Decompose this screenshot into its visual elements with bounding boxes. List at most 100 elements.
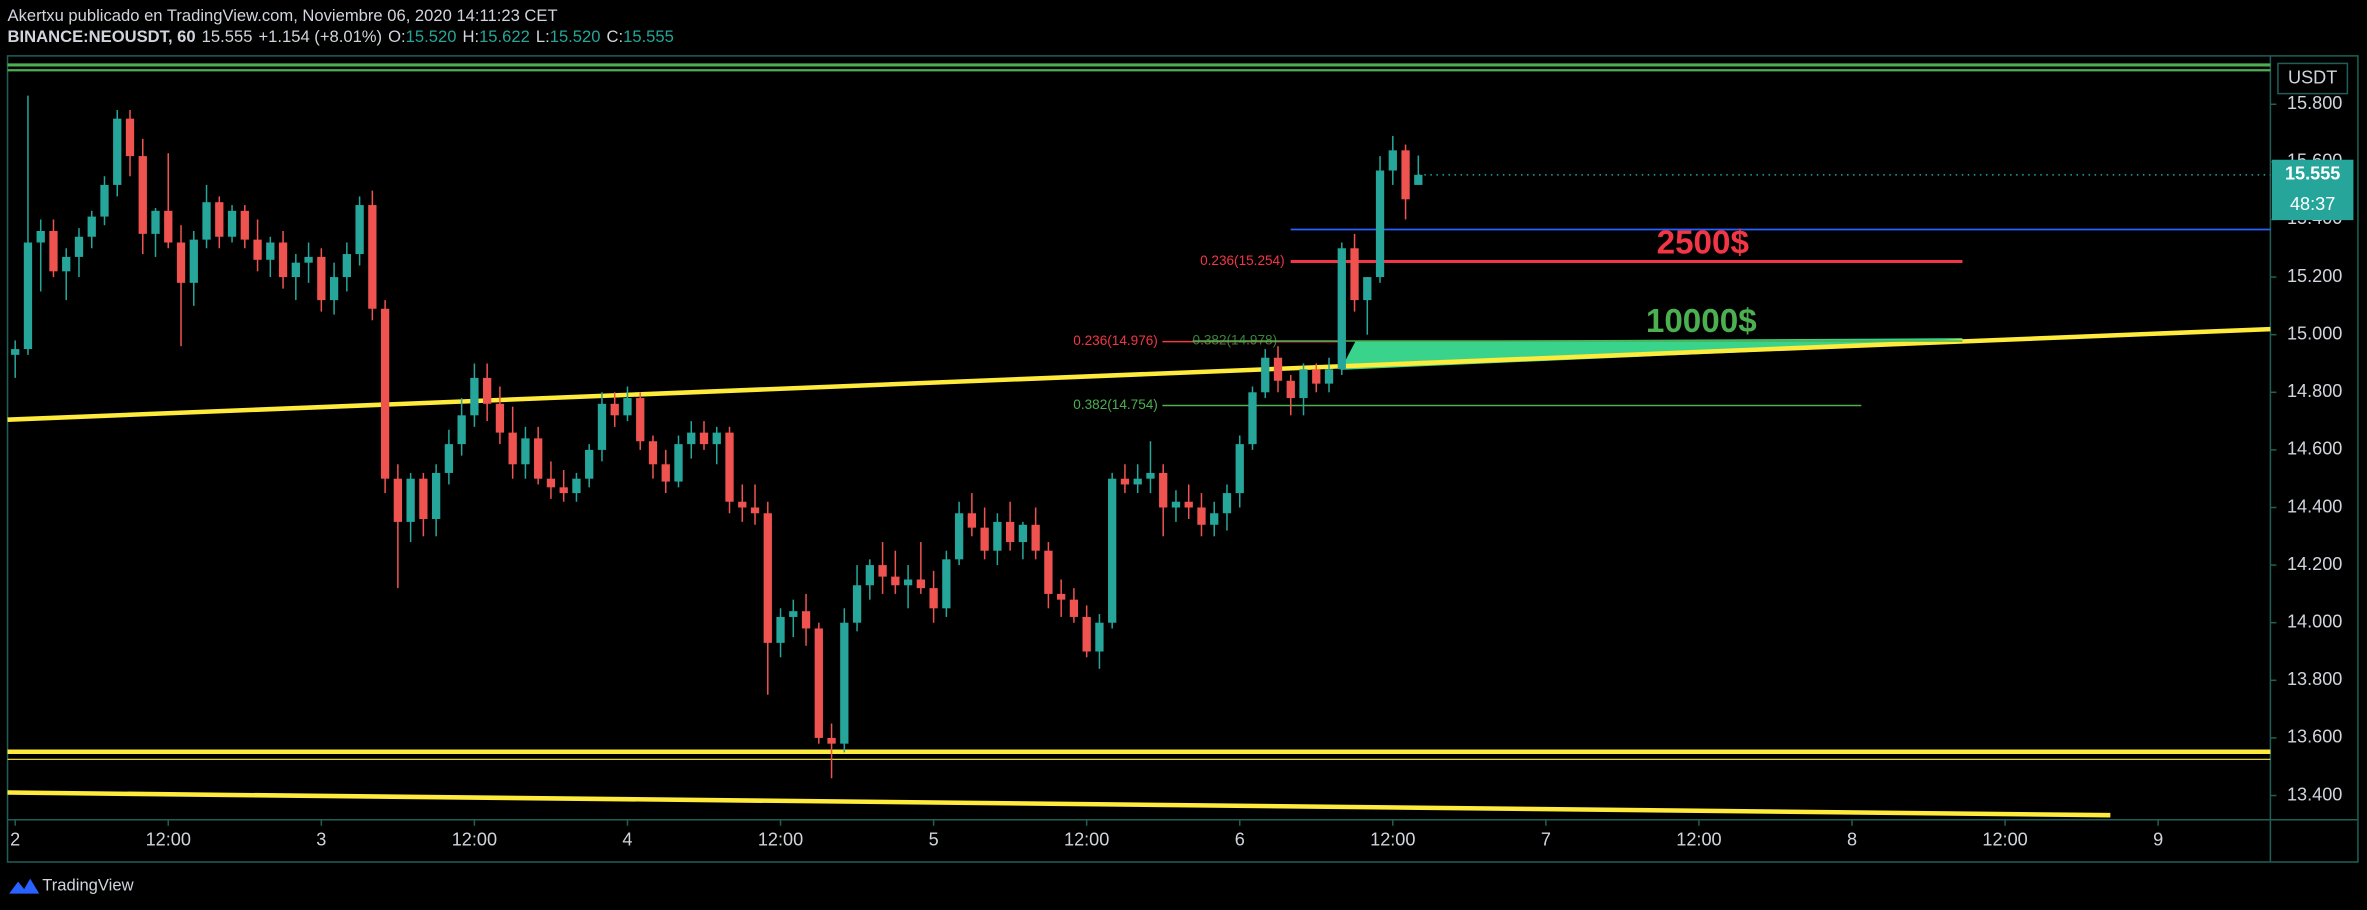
candle-body <box>903 579 913 586</box>
last-price-tag <box>2271 159 2354 221</box>
candle-body <box>1324 369 1334 384</box>
candle-body <box>189 239 198 283</box>
candle-body <box>1210 513 1219 525</box>
candle-body <box>929 588 938 609</box>
symbol-line: BINANCE:NEOUSDT, 60 15.555 +1.154 (+8.01%)… <box>8 27 674 46</box>
candle-body <box>1095 622 1104 652</box>
candle-body <box>1350 248 1359 301</box>
x-tick-label: 12:00 <box>1982 830 2027 850</box>
candle-body <box>1184 501 1193 508</box>
candle-body <box>1337 248 1346 370</box>
candle-body <box>648 441 658 465</box>
candle-body <box>954 513 964 560</box>
candle-body <box>699 432 709 445</box>
change: +1.154 (+8.01%) <box>258 27 382 46</box>
candle-body <box>763 513 772 643</box>
candle-body <box>1159 472 1168 508</box>
candle-body <box>380 308 390 479</box>
candle-body <box>738 501 747 508</box>
candle-body <box>278 242 288 278</box>
y-tick-label: 14.400 <box>2287 496 2342 516</box>
candle-body <box>801 611 811 629</box>
candle-body <box>317 256 326 301</box>
x-tick-label: 2 <box>10 830 20 850</box>
x-tick-label: 12:00 <box>146 830 191 850</box>
candle-body <box>661 464 670 482</box>
candle-body <box>725 432 734 502</box>
footer[interactable]: TradingView <box>9 876 135 895</box>
annotation: 2500$ <box>1657 224 1749 261</box>
candle-body <box>534 438 543 479</box>
candle-body <box>559 487 568 494</box>
open-label: O: <box>388 27 406 46</box>
candle-body <box>1222 493 1232 514</box>
trendline <box>7 790 2111 818</box>
publisher-line: Akertxu publicado en TradingView.com, No… <box>8 6 558 25</box>
candle-body <box>164 210 173 243</box>
candle-body <box>1388 150 1397 171</box>
candle-body <box>993 521 1002 551</box>
candle-body <box>1005 521 1015 543</box>
candle-body <box>1261 357 1270 393</box>
candle-body <box>687 432 696 445</box>
candle-body <box>483 377 492 404</box>
candle-body <box>674 444 683 482</box>
candle-body <box>878 565 887 577</box>
candle-body <box>636 398 645 442</box>
candle-body <box>444 444 454 473</box>
candle-body <box>1146 472 1155 479</box>
candle-body <box>546 478 556 488</box>
fib-label: 0.236(15.254) <box>1200 253 1285 268</box>
x-tick-label: 3 <box>316 830 326 850</box>
candle-body <box>597 403 607 450</box>
x-tick-label: 12:00 <box>1064 830 1109 850</box>
y-tick-label: 13.800 <box>2287 669 2342 689</box>
symbol: BINANCE:NEOUSDT, 60 <box>8 27 196 46</box>
candle-body <box>151 210 160 234</box>
candle-body <box>253 239 262 260</box>
candle-body <box>1197 507 1206 525</box>
y-tick-label: 14.800 <box>2287 381 2342 401</box>
candle-body <box>227 210 237 237</box>
axis-unit: USDT <box>2288 67 2337 87</box>
x-tick-label: 8 <box>1847 830 1857 850</box>
countdown: 48:37 <box>2290 194 2335 214</box>
candle-body <box>750 507 760 514</box>
candle-body <box>1414 174 1423 185</box>
candle-body <box>891 576 900 586</box>
x-tick-label: 5 <box>929 830 939 850</box>
fib-label: 0.382(14.754) <box>1073 397 1158 412</box>
unit-box[interactable] <box>2277 62 2349 95</box>
y-tick-label: 14.600 <box>2287 439 2342 459</box>
plot-area <box>7 63 2271 818</box>
candle-body <box>508 432 517 465</box>
chart-frame <box>6 55 2359 863</box>
candle-body <box>827 737 836 744</box>
candle-body <box>23 242 33 350</box>
candle-body <box>1082 616 1091 652</box>
candle-body <box>1273 357 1283 381</box>
x-tick-label: 4 <box>622 830 632 850</box>
close-label: C: <box>607 27 624 46</box>
candle-body <box>840 622 849 744</box>
candle-body <box>62 256 71 272</box>
x-tick-label: 9 <box>2153 830 2163 850</box>
x-tick-label: 6 <box>1235 830 1245 850</box>
x-tick-label: 12:00 <box>758 830 803 850</box>
candle-body <box>100 184 109 217</box>
candle-body <box>1401 150 1410 200</box>
candle-body <box>1363 277 1372 301</box>
brand-logo <box>9 878 40 894</box>
y-tick-label: 14.000 <box>2287 611 2342 631</box>
candle-body <box>138 156 147 234</box>
candle-body <box>266 242 275 260</box>
candle-body <box>470 377 479 416</box>
candle-body <box>1171 501 1181 508</box>
candle-body <box>942 559 951 609</box>
candle-body <box>789 611 798 617</box>
candle-body <box>431 472 441 520</box>
candle-body <box>342 254 351 278</box>
candle-body <box>1018 524 1028 543</box>
candle-body <box>585 449 594 479</box>
